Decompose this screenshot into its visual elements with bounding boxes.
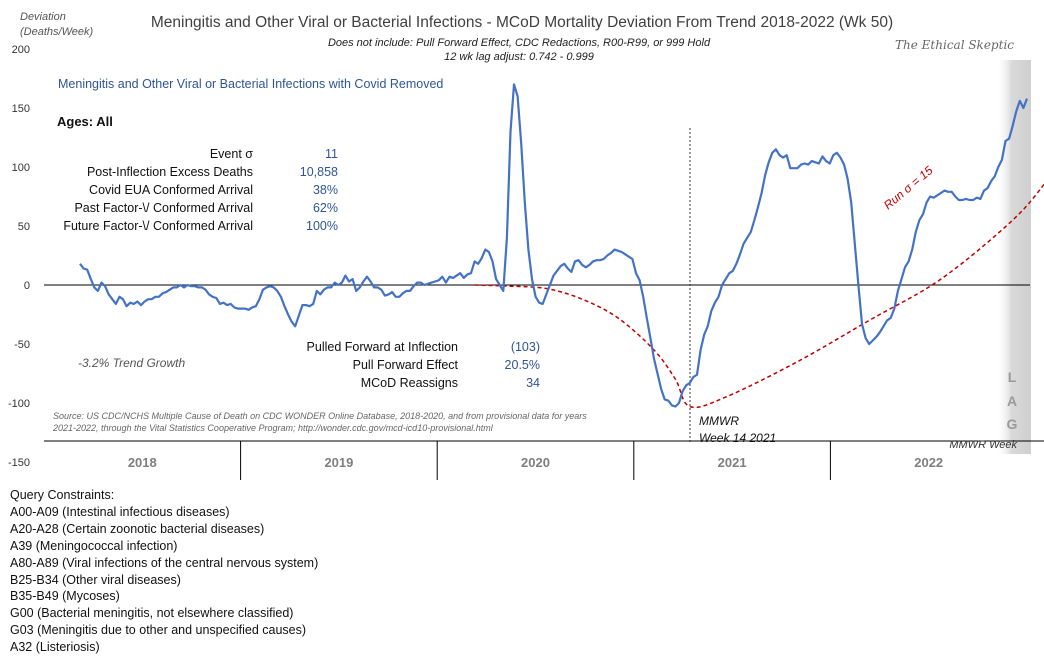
query-line: B35-B49 (Mycoses) [10,589,120,604]
stat-value: 20.5% [505,358,540,372]
trend-note: -3.2% Trend Growth [78,356,185,370]
stat-label: Post-Inflection Excess Deaths [87,165,253,179]
stat-value: 10,858 [300,165,338,179]
deviation-series-line [79,83,1029,408]
source-line-2: 2021-2022, through the Vital Statistics … [52,423,494,433]
year-label: 2019 [324,455,353,470]
stat-value: 100% [306,219,338,233]
chart-title: Meningitis and Other Viral or Bacterial … [151,14,893,31]
chart-subtitle-1: Does not include: Pull Forward Effect, C… [328,37,711,49]
y-axis-label-2: (Deaths/Week) [20,26,93,38]
y-axis-label-1: Deviation [20,11,66,23]
stat-label: Past Factor-\/ Conformed Arrival [74,201,253,215]
stat-label: Pulled Forward at Inflection [307,340,459,354]
query-line: A00-A09 (Intestinal infectious diseases) [10,504,230,519]
source-line-1: Source: US CDC/NCHS Multiple Cause of De… [53,411,587,421]
stat-label: Event σ [210,147,253,161]
chart-subtitle-2: 12 wk lag adjust: 0.742 - 0.999 [444,51,594,63]
inflection-label-1: MMWR [699,414,739,428]
chart-area: -150 -100 -50 0 50 100 150 200 2018 2019 2020 2021… [8,11,1044,480]
query-line: A32 (Listeriosis) [10,640,100,655]
stat-label: Future Factor-\/ Conformed Arrival [63,219,253,233]
year-label: 2018 [128,455,157,470]
stat-value: 34 [526,376,540,390]
query-line: A80-A89 (Viral infections of the central… [10,555,319,570]
stat-value: 62% [313,201,338,215]
y-tick-label: -50 [14,339,30,351]
query-title: Query Constraints: [10,488,115,502]
year-label: 2020 [521,455,550,470]
year-labels: 2018 2019 2020 2021 2022 [128,455,943,470]
lag-letter-a: A [1007,393,1017,409]
query-line: A20-A28 (Certain zoonotic bacterial dise… [10,521,265,536]
stats-bottom: Pulled Forward at Inflection (103) Pull Fo… [307,340,541,390]
y-tick-label: 0 [24,280,30,292]
query-line: G03 (Meningitis due to other and unspeci… [10,623,307,638]
lag-letter-l: L [1008,369,1017,385]
y-tick-label: -100 [8,398,30,410]
stats-top: Event σ 11 Post-Inflection Excess Deaths 10… [63,147,338,233]
inflection-label-2: Week 14 2021 [699,431,776,445]
query-line: A39 (Meningococcal infection) [10,538,178,553]
watermark: The Ethical Skeptic [895,38,1014,52]
y-tick-label: 150 [12,103,30,115]
year-dividers [240,441,831,480]
series-label: Meningitis and Other Viral or Bacterial … [58,77,443,91]
lag-letter-g: G [1007,416,1018,432]
query-line: G00 (Bacterial meningitis, not elsewhere… [10,606,294,621]
y-tick-label: 100 [12,162,30,174]
stat-label: Covid EUA Conformed Arrival [89,183,253,197]
stat-value: (103) [511,340,540,354]
y-tick-label: 200 [12,44,30,56]
y-tick-label: -150 [8,457,30,469]
y-axis: -150 -100 -50 0 50 100 150 200 [8,44,30,469]
run-sigma-label: Run σ = 15 [881,163,936,212]
y-tick-label: 50 [18,221,30,233]
x-axis-label: MMWR Week [949,439,1017,451]
stat-label: MCoD Reassigns [361,376,458,390]
ages-label: Ages: All [57,114,113,129]
stat-value: 38% [313,183,338,197]
year-label: 2021 [718,455,747,470]
query-constraints: Query Constraints: A00-A09 (Intestinal i… [10,487,318,656]
stat-value: 11 [325,147,338,161]
query-line: B25-B34 (Other viral diseases) [10,572,181,587]
year-label: 2022 [914,455,943,470]
pull-forward-curve [474,183,1044,409]
stat-label: Pull Forward Effect [353,358,459,372]
